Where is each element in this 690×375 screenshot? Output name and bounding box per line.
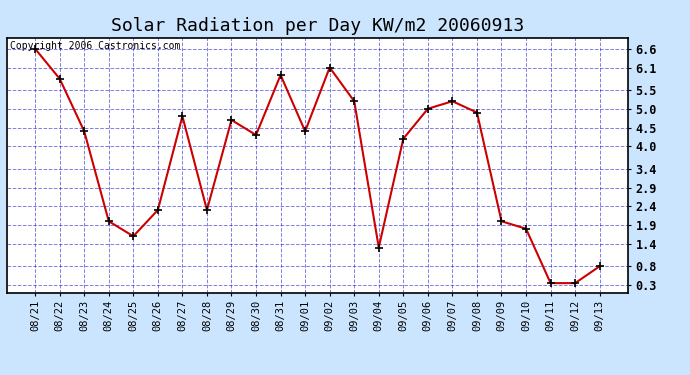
Text: Copyright 2006 Castronics.com: Copyright 2006 Castronics.com <box>10 41 180 51</box>
Title: Solar Radiation per Day KW/m2 20060913: Solar Radiation per Day KW/m2 20060913 <box>111 16 524 34</box>
